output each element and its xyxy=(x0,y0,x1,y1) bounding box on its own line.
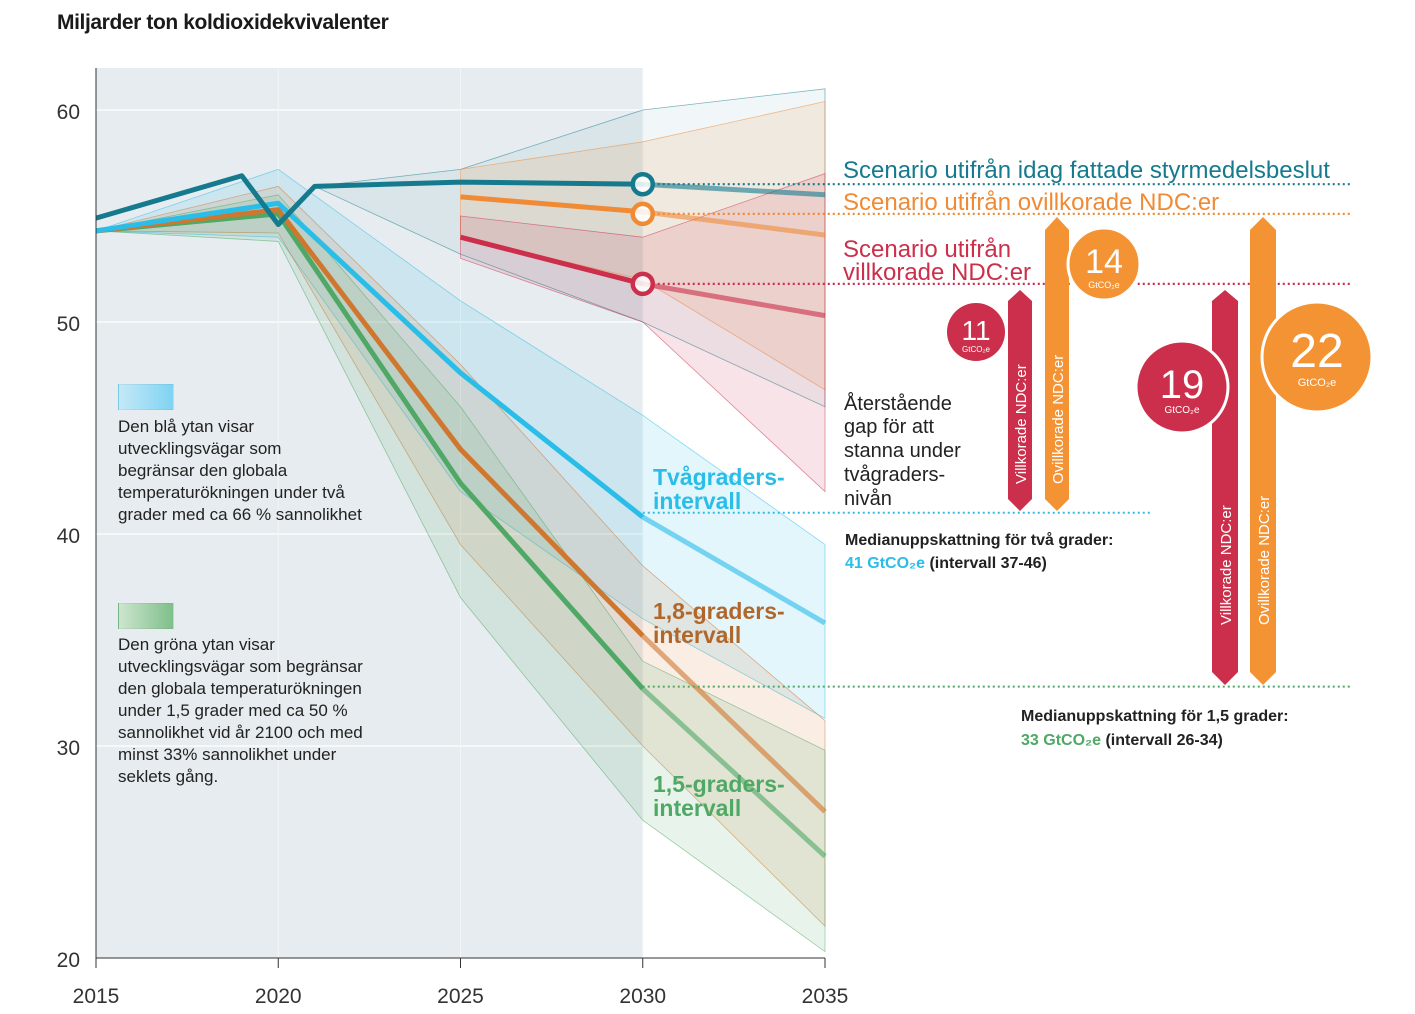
line-scenario-utifr-n-ovillkorade-ndc-er xyxy=(460,194,643,215)
markers-2030 xyxy=(630,171,655,297)
label-scenario-conditional-1: Scenario utifrån xyxy=(843,236,1011,263)
label-scenario-conditional-2: villkorade NDC:er xyxy=(843,259,1031,286)
y-tick-label: 40 xyxy=(57,525,80,548)
y-tick-label: 20 xyxy=(57,949,80,972)
x-tick-label: 2015 xyxy=(73,985,120,1008)
y-axis-title: Miljarder ton koldioxidekvivalenter xyxy=(57,11,389,34)
label-one5-2: intervall xyxy=(653,795,741,821)
marker-2030 xyxy=(630,271,655,297)
gap-bar-label: Villkorade NDC:er xyxy=(1218,505,1235,625)
gap-text-5: nivån xyxy=(844,488,892,510)
median-one5-line: 33 GtCO₂e (intervall 26-34) xyxy=(1021,732,1223,749)
y-tick-label: 50 xyxy=(57,313,80,336)
line-1-5-graders-intervall-projection xyxy=(641,686,827,859)
label-two-deg-1: Tvågraders- xyxy=(653,464,785,490)
gap-bar-unconditional-two: Ovillkorade NDC:er xyxy=(1045,217,1069,511)
label-scenario-unconditional: Scenario utifrån ovillkorade NDC:er xyxy=(843,189,1219,216)
gap-circle-14: 14 GtCO₂e xyxy=(1066,226,1142,302)
band-1-5-graders-intervall xyxy=(95,194,826,953)
gap-number: 19 xyxy=(1160,363,1205,407)
label-two-deg-2: intervall xyxy=(653,488,741,514)
gap-text-2: gap för att xyxy=(844,416,935,438)
line-1-8-graders-intervall xyxy=(95,207,645,638)
median-two-title: Medianuppskattning för två grader: xyxy=(845,531,1113,549)
x-tick-label: 2025 xyxy=(437,985,484,1008)
gap-unit: GtCO₂e xyxy=(1165,405,1200,416)
line-scenario-utifr-n-villkorade-ndc-er-projection xyxy=(642,281,826,319)
band-tv-graders-intervall xyxy=(95,168,826,720)
gap-unit: GtCO₂e xyxy=(962,345,991,354)
line-scenario-utifr-n-idag-fattade-styrmedelsbeslut xyxy=(95,173,643,227)
median-two-range: (intervall 37-46) xyxy=(925,555,1047,572)
gap-text-3: stanna under xyxy=(844,440,961,462)
label-one5-1: 1,5-graders- xyxy=(653,771,785,797)
label-one8-2: intervall xyxy=(653,622,741,648)
legend-swatch-green xyxy=(118,603,174,629)
gap-circle-19: 19 GtCO₂e xyxy=(1134,339,1230,435)
gap-number: 11 xyxy=(961,315,990,346)
gap-bar-conditional-two: Villkorade NDC:er xyxy=(1008,290,1032,511)
x-tick-label: 2020 xyxy=(255,985,302,1008)
gap-unit: GtCO₂e xyxy=(1298,377,1337,389)
label-scenario-policy: Scenario utifrån idag fattade styrmedels… xyxy=(843,157,1330,184)
y-tick-label: 30 xyxy=(57,737,80,760)
legend-text-blue: Den blå ytan visar utvecklingsvägar som … xyxy=(118,417,362,524)
gap-bar-label: Ovillkorade NDC:er xyxy=(1050,355,1067,484)
gap-unit: GtCO₂e xyxy=(1088,280,1120,290)
median-one5-value: 33 GtCO₂e xyxy=(1021,732,1101,749)
gap-bar-unconditional-one5: Ovillkorade NDC:er xyxy=(1250,217,1276,685)
median-two-value: 41 GtCO₂e xyxy=(845,555,925,572)
line-scenario-utifr-n-idag-fattade-styrmedelsbeslut-projection xyxy=(642,181,826,198)
median-one5-title: Medianuppskattning för 1,5 grader: xyxy=(1021,708,1289,725)
gap-number: 22 xyxy=(1290,325,1343,378)
gap-circle-22: 22 GtCO₂e xyxy=(1260,300,1374,414)
legend-text-green: Den gröna ytan visar utvecklingsvägar so… xyxy=(118,635,363,786)
band-scenario-utifr-n-villkorade-ndc-er xyxy=(460,173,826,493)
label-one8-1: 1,8-graders- xyxy=(653,598,785,624)
x-tick-label: 2035 xyxy=(802,985,849,1008)
gap-text-1: Återstående xyxy=(844,392,952,415)
series-lines xyxy=(95,173,827,859)
median-two-line: 41 GtCO₂e (intervall 37-46) xyxy=(845,555,1047,572)
gap-bar-conditional-one5: Villkorade NDC:er xyxy=(1212,290,1238,685)
x-tick-label: 2030 xyxy=(619,985,666,1008)
y-tick-label: 60 xyxy=(57,101,80,124)
line-tv-graders-intervall xyxy=(95,200,645,520)
line-scenario-utifr-n-villkorade-ndc-er xyxy=(459,234,644,287)
line-1-8-graders-intervall-projection xyxy=(641,633,827,814)
line-scenario-utifr-n-ovillkorade-ndc-er-projection xyxy=(642,209,826,238)
legend-swatch-blue xyxy=(118,384,174,410)
gap-bar-label: Ovillkorade NDC:er xyxy=(1256,496,1273,625)
line-tv-graders-intervall-projection xyxy=(641,514,827,626)
gap-circle-11: 11 GtCO₂e xyxy=(947,303,1005,361)
median-one5-range: (intervall 26-34) xyxy=(1101,732,1223,749)
marker-2030 xyxy=(630,201,655,227)
marker-2030 xyxy=(630,171,655,197)
gap-bar-label: Villkorade NDC:er xyxy=(1013,364,1030,484)
gap-text-4: tvågraders- xyxy=(844,464,945,486)
gap-number: 14 xyxy=(1085,243,1123,281)
